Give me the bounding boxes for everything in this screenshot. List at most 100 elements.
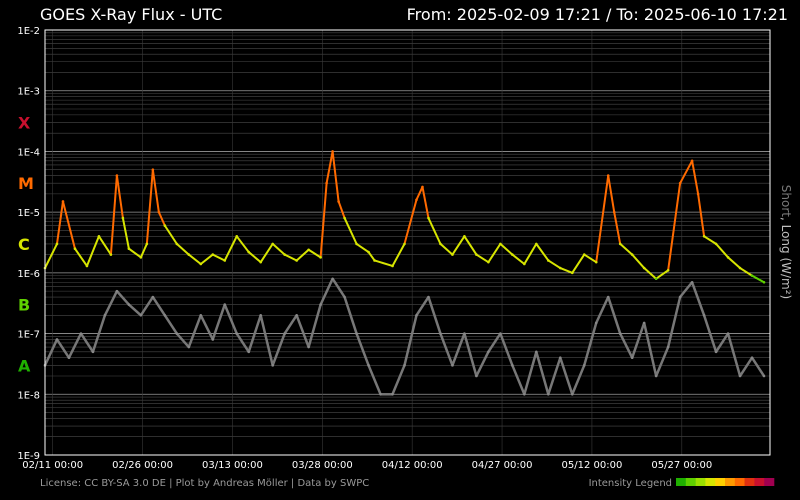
- series-long-point: [535, 242, 538, 246]
- series-long-point: [157, 210, 161, 214]
- series-long-point: [259, 260, 263, 264]
- y-tick-label: 1E-4: [17, 147, 40, 158]
- series-long-segment: [145, 169, 154, 244]
- series-long-segment: [272, 243, 286, 256]
- series-long-segment: [715, 243, 729, 259]
- series-long-segment: [727, 256, 741, 269]
- series-long-segment: [115, 175, 124, 219]
- intensity-legend-swatch: [685, 478, 696, 486]
- series-short-point: [115, 289, 119, 293]
- series-long-segment: [44, 243, 58, 269]
- series-long-segment: [284, 253, 298, 262]
- series-short-segment: [463, 333, 478, 377]
- flare-class-labels: X M C B A: [18, 113, 34, 375]
- x-tick-label: 04/12 00:00: [382, 460, 443, 471]
- series-short-segment: [666, 296, 682, 348]
- series-short-segment: [559, 357, 574, 395]
- series-short-point: [283, 332, 286, 335]
- series-short-segment: [451, 333, 466, 366]
- flare-class-m: M: [18, 174, 34, 193]
- series-long-point: [714, 242, 718, 246]
- series-short-point: [199, 313, 203, 317]
- series-long-point: [175, 242, 179, 246]
- series-long-segment: [487, 243, 502, 263]
- series-short-segment: [163, 314, 178, 335]
- series-long-segment: [703, 235, 717, 245]
- series-long-point: [235, 235, 239, 238]
- series-long-point: [337, 200, 340, 203]
- series-short-segment: [115, 290, 130, 306]
- series-short-point: [570, 392, 574, 396]
- series-long-segment: [98, 235, 112, 256]
- series-long-segment: [559, 267, 573, 274]
- series-long-segment: [451, 235, 466, 256]
- y-tick-labels: 1E-2 1E-3 1E-4 1E-5 1E-6 1E-7 1E-8 1E-9: [17, 26, 40, 462]
- series-long-point: [487, 260, 490, 264]
- series-short-point: [451, 364, 454, 367]
- series-long-segment: [356, 243, 370, 253]
- series-short-segment: [631, 322, 646, 359]
- series-long-segment: [235, 235, 250, 253]
- intensity-legend-swatch: [764, 478, 775, 486]
- series-long-point: [373, 259, 376, 262]
- series-long-point: [307, 248, 310, 252]
- series-short-point: [678, 295, 682, 299]
- series-short-point: [630, 356, 634, 360]
- series-long-segment: [325, 151, 334, 184]
- series-long-point: [319, 256, 322, 259]
- y-axis-label-separator: ,: [779, 217, 793, 225]
- series-short-point: [223, 303, 227, 306]
- series-long-segment: [176, 243, 190, 256]
- series-long-point: [55, 242, 59, 246]
- series-short-point: [211, 338, 215, 341]
- y-tick-label: 1E-5: [17, 208, 40, 219]
- series-short-segment: [571, 364, 586, 395]
- series-short-segment: [655, 346, 670, 377]
- series-short-segment: [331, 278, 346, 298]
- series-short-segment: [427, 296, 442, 334]
- series-long-point: [696, 192, 700, 196]
- x-tick-label: 04/27 00:00: [472, 460, 533, 471]
- intensity-legend-swatch: [705, 478, 716, 486]
- series-short-segment: [319, 278, 334, 306]
- series-short-segment: [439, 333, 454, 366]
- series-short-segment: [511, 364, 526, 395]
- series-short-segment: [391, 364, 406, 395]
- series-short-point: [642, 321, 646, 325]
- series-long-segment: [248, 251, 262, 263]
- series-short-point: [582, 364, 586, 367]
- series-short-segment: [283, 314, 298, 335]
- flare-class-a: A: [18, 356, 31, 375]
- y-tick-label: 1E-3: [17, 87, 40, 98]
- series-short-segment: [128, 303, 142, 317]
- series-short-segment: [55, 338, 71, 359]
- series-short-segment: [690, 281, 706, 316]
- series-long-segment: [439, 243, 454, 256]
- series-long-segment: [415, 186, 424, 201]
- series-short-segment: [271, 333, 286, 366]
- series-short-segment: [139, 296, 154, 316]
- intensity-legend-swatch: [744, 478, 755, 486]
- series-short-segment: [175, 332, 190, 348]
- series-short-point: [139, 313, 143, 317]
- series-short-point: [55, 338, 59, 341]
- series-long-point: [738, 266, 742, 270]
- series-long-segment: [403, 199, 418, 245]
- series-short-segment: [307, 304, 322, 348]
- series-short-point: [487, 350, 490, 354]
- series-long-segment: [751, 274, 765, 284]
- series-long-segment: [499, 243, 514, 256]
- series-long-segment: [343, 217, 358, 245]
- series-long-point: [690, 159, 694, 163]
- series-short-segment: [750, 357, 766, 377]
- series-short-point: [187, 345, 191, 349]
- series-long-point: [750, 274, 754, 277]
- series-long-point: [367, 250, 370, 254]
- series-long-point: [427, 216, 430, 220]
- series-long-segment: [691, 160, 700, 195]
- series-long-segment: [367, 251, 376, 262]
- series-long-point: [726, 256, 730, 259]
- y-tick-label: 1E-6: [17, 269, 40, 280]
- series-long-point: [654, 277, 658, 281]
- series-long-point: [187, 253, 191, 256]
